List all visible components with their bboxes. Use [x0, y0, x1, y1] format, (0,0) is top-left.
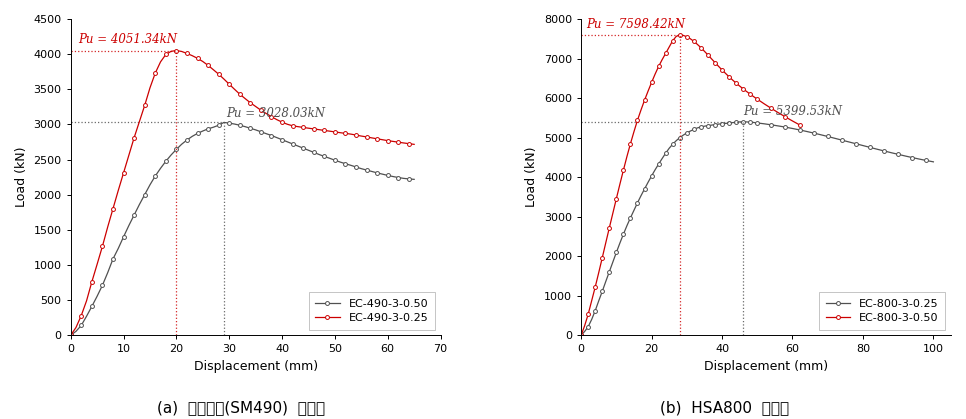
- Text: Pu = 7598.42kN: Pu = 7598.42kN: [586, 18, 686, 31]
- EC-800-3-0.25: [713, 122, 724, 127]
- EC-490-3-0.25: [171, 48, 183, 53]
- EC-800-3-0.25: [748, 120, 759, 125]
- EC-800-3-0.50: [674, 32, 686, 37]
- Legend: EC-800-3-0.25, EC-800-3-0.50: EC-800-3-0.25, EC-800-3-0.50: [819, 292, 946, 330]
- EC-490-3-0.50: [218, 120, 230, 125]
- EC-800-3-0.50: [576, 333, 587, 338]
- EC-490-3-0.50: [150, 173, 161, 178]
- EC-490-3-0.50: [213, 123, 224, 128]
- Line: EC-800-3-0.25: EC-800-3-0.25: [580, 120, 935, 337]
- EC-490-3-0.50: [92, 294, 103, 299]
- Legend: EC-490-3-0.50, EC-490-3-0.25: EC-490-3-0.50, EC-490-3-0.25: [308, 292, 435, 330]
- EC-800-3-0.25: [758, 122, 770, 127]
- Line: EC-800-3-0.50: EC-800-3-0.50: [580, 33, 802, 337]
- X-axis label: Displacement (mm): Displacement (mm): [704, 360, 828, 373]
- EC-490-3-0.25: [387, 139, 399, 144]
- EC-800-3-0.50: [713, 64, 724, 69]
- Y-axis label: Load (kN): Load (kN): [526, 147, 538, 207]
- EC-490-3-0.25: [65, 333, 76, 338]
- EC-800-3-0.50: [794, 122, 806, 127]
- Text: Pu = 4051.34kN: Pu = 4051.34kN: [78, 33, 178, 46]
- EC-490-3-0.25: [409, 142, 420, 147]
- Text: Pu = 3028.03kN: Pu = 3028.03kN: [227, 107, 326, 120]
- EC-490-3-0.50: [409, 177, 420, 182]
- EC-800-3-0.25: [600, 279, 611, 284]
- EC-490-3-0.25: [92, 262, 103, 267]
- EC-490-3-0.50: [340, 161, 352, 166]
- EC-490-3-0.50: [171, 147, 183, 152]
- EC-800-3-0.25: [829, 136, 840, 141]
- EC-800-3-0.50: [628, 129, 639, 134]
- Y-axis label: Load (kN): Load (kN): [15, 147, 28, 207]
- EC-490-3-0.25: [340, 131, 352, 136]
- EC-800-3-0.50: [582, 312, 594, 317]
- EC-490-3-0.25: [150, 70, 161, 75]
- X-axis label: Displacement (mm): Displacement (mm): [193, 360, 318, 373]
- Text: (b)  HSA800  실험체: (b) HSA800 실험체: [660, 400, 789, 415]
- EC-490-3-0.25: [176, 49, 187, 54]
- EC-490-3-0.50: [387, 174, 399, 179]
- EC-800-3-0.50: [586, 298, 598, 303]
- Line: EC-490-3-0.25: EC-490-3-0.25: [69, 49, 416, 337]
- EC-800-3-0.25: [927, 159, 939, 164]
- EC-800-3-0.25: [667, 142, 678, 147]
- Line: EC-490-3-0.50: EC-490-3-0.50: [69, 121, 416, 337]
- EC-490-3-0.50: [65, 333, 76, 338]
- EC-800-3-0.25: [576, 333, 587, 338]
- EC-800-3-0.25: [737, 119, 749, 124]
- Text: (a)  일반강도(SM490)  실험체: (a) 일반강도(SM490) 실험체: [157, 400, 326, 415]
- EC-800-3-0.50: [716, 67, 727, 72]
- Text: Pu = 5399.53kN: Pu = 5399.53kN: [743, 106, 842, 119]
- EC-800-3-0.50: [660, 51, 671, 56]
- EC-490-3-0.25: [218, 77, 230, 82]
